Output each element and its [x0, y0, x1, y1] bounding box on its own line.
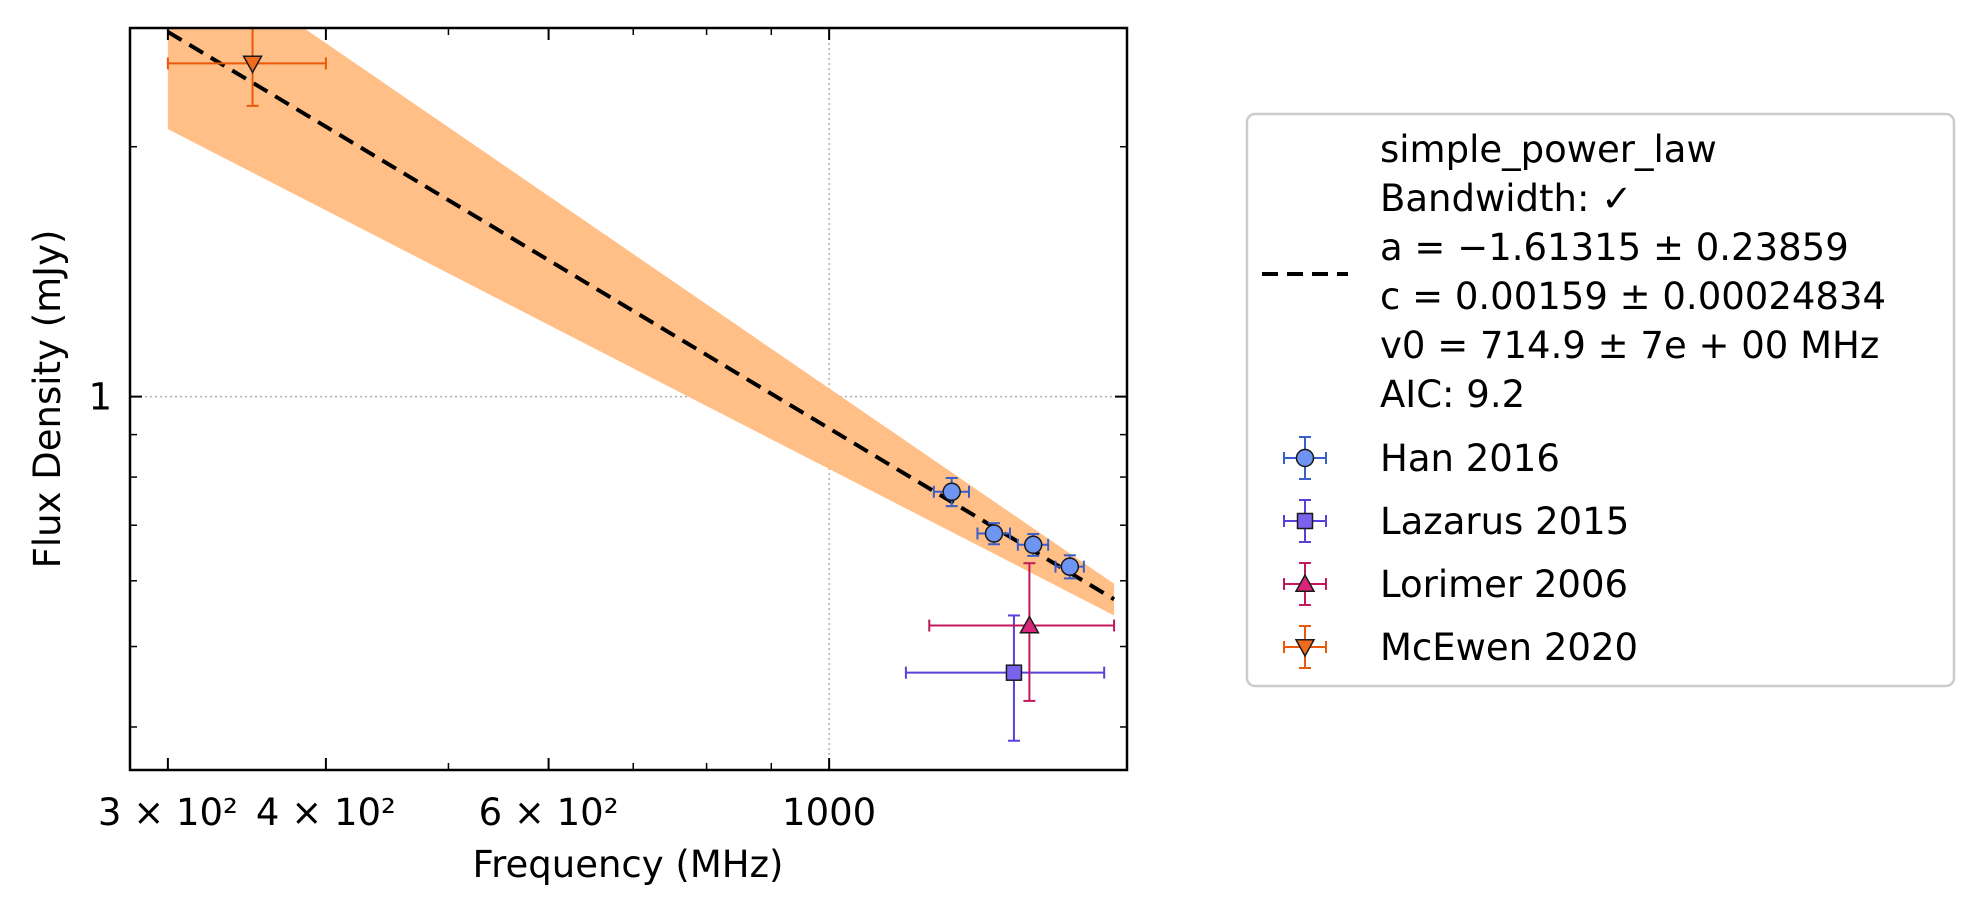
legend: simple_power_law Bandwidth: ✓ a = −1.61315… — [1245, 112, 1956, 688]
legend-fit-line: AIC: 9.2 — [1380, 373, 1525, 416]
legend-series-label: Lazarus 2015 — [1380, 500, 1629, 543]
data-point — [242, 55, 263, 74]
axes-frame — [128, 26, 1129, 772]
x-tick-label: 3 × 10² — [98, 791, 238, 834]
legend-box — [1245, 112, 1956, 688]
legend-fit-line: Bandwidth: ✓ — [1380, 177, 1632, 220]
legend-marker — [1294, 573, 1316, 592]
x-axis-label: Frequency (MHz) — [473, 843, 784, 886]
x-tick-label: 4 × 10² — [256, 791, 396, 834]
legend-fit-line: a = −1.61315 ± 0.23859 — [1380, 226, 1849, 269]
series-mcewen-2020 — [166, 28, 327, 107]
y-axis-label: Flux Density (mJy) — [26, 230, 69, 569]
fit-line — [166, 30, 1116, 601]
data-point — [942, 482, 961, 502]
data-point — [1005, 664, 1023, 681]
data-point — [1019, 614, 1040, 634]
legend-fit-line: c = 0.00159 ± 0.00024834 — [1380, 275, 1886, 318]
legend-series-label: Han 2016 — [1380, 437, 1560, 480]
legend-series-label: Lorimer 2006 — [1380, 563, 1628, 606]
series-han-2016 — [932, 476, 1085, 580]
data-point — [984, 524, 1004, 543]
legend-series-label: McEwen 2020 — [1380, 626, 1638, 669]
y-tick-label: 1 — [88, 376, 112, 419]
data-point — [1060, 557, 1080, 576]
plot-area — [130, 28, 1127, 770]
series-lorimer-2006 — [928, 562, 1116, 702]
data-point — [1023, 535, 1043, 555]
axes: 3 × 10² 4 × 10² 6 × 10² 1000 1 — [88, 26, 1129, 834]
legend-fit-line: simple_power_law — [1380, 128, 1717, 171]
legend-marker — [1296, 512, 1314, 530]
series-lazarus-2015 — [904, 614, 1106, 742]
x-tick-label: 6 × 10² — [479, 791, 619, 834]
x-tick-label: 1000 — [782, 791, 876, 834]
legend-marker — [1295, 448, 1315, 468]
legend-fit-line: v0 = 714.9 ± 7e + 00 MHz — [1380, 324, 1879, 367]
legend-marker — [1294, 639, 1316, 658]
